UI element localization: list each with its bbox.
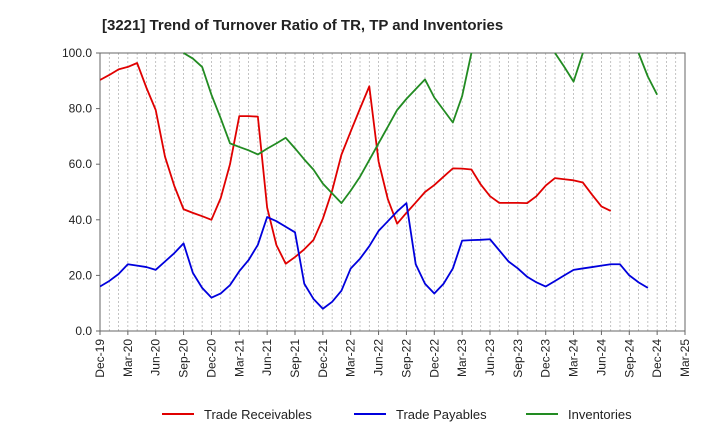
x-tick-label: Dec-23 bbox=[539, 339, 553, 378]
x-tick-label: Jun-23 bbox=[483, 339, 497, 376]
legend-label: Inventories bbox=[568, 407, 632, 422]
series-lines bbox=[100, 52, 658, 310]
legend: Trade Receivables Trade Payables Inventori… bbox=[162, 407, 632, 422]
y-tick-label: 0.0 bbox=[75, 324, 92, 338]
x-tick-label: Dec-19 bbox=[93, 339, 107, 378]
x-tick-label: Mar-21 bbox=[232, 339, 246, 377]
x-tick-label: Sep-24 bbox=[622, 339, 636, 378]
x-tick-label: Mar-25 bbox=[678, 339, 692, 377]
x-tick-label: Dec-21 bbox=[316, 339, 330, 378]
x-tick-label: Sep-21 bbox=[288, 339, 302, 378]
y-tick-label: 20.0 bbox=[69, 268, 93, 282]
plot-axes bbox=[99, 52, 686, 332]
legend-label: Trade Receivables bbox=[204, 407, 312, 422]
x-tick-label: Jun-20 bbox=[149, 339, 163, 376]
x-tick-label: Sep-23 bbox=[511, 339, 525, 378]
x-tick-label: Dec-22 bbox=[427, 339, 441, 378]
x-tick-label: Mar-20 bbox=[121, 339, 135, 377]
y-tick-label: 60.0 bbox=[69, 157, 93, 171]
y-tick-label: 80.0 bbox=[69, 102, 93, 116]
x-tick-label: Jun-21 bbox=[260, 339, 274, 376]
x-tick-label: Mar-24 bbox=[567, 339, 581, 377]
y-tick-label: 100.0 bbox=[62, 46, 92, 60]
x-tick-label: Sep-22 bbox=[399, 339, 413, 378]
x-tick-label: Dec-24 bbox=[650, 339, 664, 378]
x-tick-label: Mar-22 bbox=[344, 339, 358, 377]
x-tick-label: Jun-24 bbox=[594, 339, 608, 376]
x-tick-label: Mar-23 bbox=[455, 339, 469, 377]
series-line-2 bbox=[183, 52, 658, 205]
x-tick-label: Sep-20 bbox=[177, 339, 191, 378]
chart-title: [3221] Trend of Turnover Ratio of TR, TP… bbox=[102, 17, 503, 34]
series-line-0 bbox=[100, 62, 612, 265]
x-tick-label: Dec-20 bbox=[204, 339, 218, 378]
plot-frame bbox=[99, 52, 686, 332]
legend-label: Trade Payables bbox=[396, 407, 487, 422]
x-axis-ticks: Dec-19 Mar-20 Jun-20 Sep-20 Dec-20 Mar-21 Jun-… bbox=[93, 331, 692, 378]
y-tick-label: 40.0 bbox=[69, 213, 93, 227]
x-tick-label: Jun-22 bbox=[372, 339, 386, 376]
y-axis-ticks: 0.0 20.0 40.0 60.0 80.0 100.0 bbox=[62, 46, 100, 338]
series-line-1 bbox=[100, 202, 649, 310]
